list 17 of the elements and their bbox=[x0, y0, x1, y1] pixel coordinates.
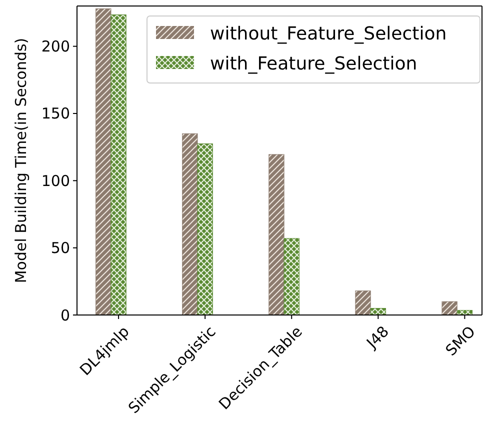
bar bbox=[110, 14, 126, 316]
y-axis-title: Model Building Time(in Seconds) bbox=[12, 38, 30, 284]
bar bbox=[268, 154, 284, 316]
y-tick-label: 100 bbox=[41, 172, 70, 190]
bar bbox=[182, 133, 198, 316]
bar bbox=[284, 238, 300, 316]
bar bbox=[96, 8, 112, 316]
y-tick-label: 150 bbox=[41, 104, 70, 123]
y-tick-label: 200 bbox=[41, 38, 70, 56]
legend-label: without_Feature_Selection bbox=[210, 23, 447, 44]
bar bbox=[442, 301, 458, 316]
legend-label: with_Feature_Selection bbox=[210, 53, 418, 74]
bar bbox=[355, 290, 371, 316]
bar bbox=[197, 143, 213, 316]
y-tick-label: 0 bbox=[60, 306, 70, 324]
x-tick-label: J48 bbox=[362, 322, 392, 353]
y-tick-label: 50 bbox=[50, 239, 70, 258]
